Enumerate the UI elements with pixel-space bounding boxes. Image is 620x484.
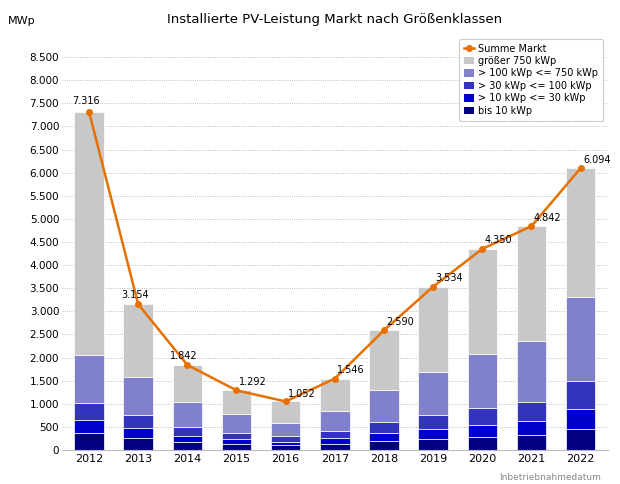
Bar <box>123 428 153 438</box>
Bar <box>74 112 104 355</box>
Bar <box>74 403 104 420</box>
Bar <box>418 415 448 429</box>
Text: Inbetriebnahmedatum: Inbetriebnahmedatum <box>500 472 601 482</box>
Bar <box>172 403 202 427</box>
Bar <box>566 429 595 450</box>
Bar <box>172 427 202 436</box>
Bar <box>369 331 399 390</box>
Text: 4.842: 4.842 <box>534 213 562 224</box>
Text: 6.094: 6.094 <box>583 154 611 165</box>
Bar <box>320 444 350 450</box>
Bar <box>271 437 301 441</box>
Text: 3.154: 3.154 <box>121 289 149 300</box>
Text: 1.546: 1.546 <box>337 365 365 375</box>
Text: 2.590: 2.590 <box>386 317 414 327</box>
Bar <box>222 439 251 444</box>
Text: 3.534: 3.534 <box>436 273 463 283</box>
Bar <box>222 414 251 433</box>
Text: 4.350: 4.350 <box>485 235 512 245</box>
Bar <box>74 355 104 403</box>
Bar <box>516 402 546 422</box>
Bar <box>467 437 497 450</box>
Bar <box>516 226 546 341</box>
Bar <box>516 422 546 435</box>
Bar <box>516 341 546 402</box>
Bar <box>74 433 104 450</box>
Bar <box>467 249 497 354</box>
Bar <box>418 287 448 372</box>
Bar <box>467 354 497 408</box>
Bar <box>123 377 153 415</box>
Text: MWp: MWp <box>7 15 35 26</box>
Bar <box>123 304 153 377</box>
Text: 1.842: 1.842 <box>170 351 198 361</box>
Bar <box>320 438 350 444</box>
Bar <box>418 372 448 415</box>
Bar <box>222 433 251 439</box>
Bar <box>74 420 104 433</box>
Bar <box>369 423 399 433</box>
Bar <box>320 431 350 438</box>
Bar <box>172 436 202 442</box>
Bar <box>320 411 350 431</box>
Legend: Summe Markt, größer 750 kWp, > 100 kWp <= 750 kWp, > 30 kWp <= 100 kWp, > 10 kWp: Summe Markt, größer 750 kWp, > 100 kWp <… <box>459 39 603 121</box>
Bar <box>566 297 595 381</box>
Bar <box>418 439 448 450</box>
Text: 7.316: 7.316 <box>72 96 99 106</box>
Title: Installierte PV-Leistung Markt nach Größenklassen: Installierte PV-Leistung Markt nach Größ… <box>167 13 502 26</box>
Bar <box>467 408 497 424</box>
Bar <box>222 391 251 414</box>
Bar <box>418 429 448 439</box>
Bar <box>123 415 153 428</box>
Bar <box>369 441 399 450</box>
Bar <box>467 424 497 437</box>
Bar <box>369 390 399 423</box>
Bar <box>172 442 202 450</box>
Text: 1.292: 1.292 <box>239 377 267 387</box>
Bar <box>566 381 595 409</box>
Bar <box>271 401 301 423</box>
Bar <box>271 441 301 445</box>
Bar <box>172 365 202 403</box>
Bar <box>566 168 595 297</box>
Bar <box>271 445 301 450</box>
Bar <box>369 433 399 441</box>
Bar <box>516 435 546 450</box>
Bar <box>123 438 153 450</box>
Text: 1.052: 1.052 <box>288 389 316 399</box>
Bar <box>566 409 595 429</box>
Bar <box>271 423 301 437</box>
Bar <box>222 444 251 450</box>
Bar <box>320 378 350 411</box>
